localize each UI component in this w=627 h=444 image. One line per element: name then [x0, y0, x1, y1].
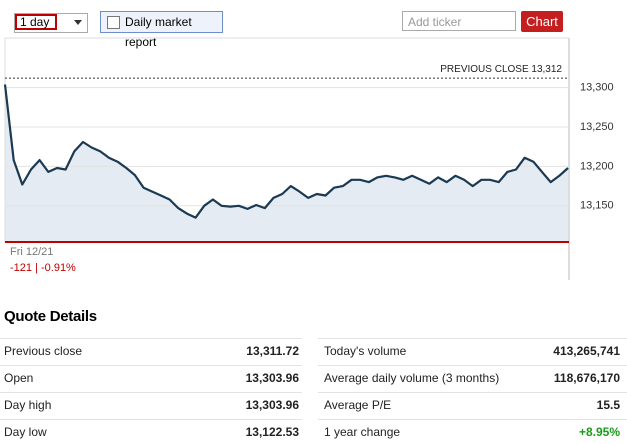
row-label: Average P/E	[324, 398, 392, 412]
change-label: -121 | -0.91%	[10, 262, 76, 274]
row-label: Day low	[4, 425, 47, 439]
y-tick-label: 13,200	[580, 160, 614, 172]
section-title: Quote Details	[4, 308, 97, 325]
y-tick-label: 13,250	[580, 121, 614, 133]
ticker-input[interactable]: Add ticker	[402, 11, 516, 31]
row-separator	[318, 392, 627, 393]
row-label: 1 year change	[324, 425, 401, 439]
y-tick-label: 13,150	[580, 200, 614, 212]
row-separator	[0, 419, 302, 420]
range-text: 1 day	[15, 14, 57, 30]
dropdown-arrow	[74, 20, 82, 25]
row-label: Previous close	[4, 344, 83, 358]
row-separator	[0, 338, 302, 339]
row-value: 13,311.72	[246, 344, 299, 358]
range-select[interactable]: 1 day	[14, 13, 88, 33]
row-separator	[318, 365, 627, 366]
chart-button[interactable]: Chart	[521, 11, 563, 32]
area	[5, 84, 568, 242]
row-value: +8.95%	[578, 425, 620, 439]
row-value: 15.5	[596, 398, 620, 412]
checkbox-box	[107, 16, 120, 29]
row-value: 13,303.96	[245, 371, 299, 385]
row-value: 13,303.96	[245, 398, 299, 412]
row-separator	[0, 365, 302, 366]
row-separator	[0, 392, 302, 393]
row-value: 413,265,741	[553, 344, 620, 358]
row-label: Today's volume	[324, 344, 407, 358]
row-value: 13,122.53	[245, 425, 299, 439]
chart: Fri 12/21 -121 | -0.91% 13,150 13,200 13,2…	[3, 37, 614, 280]
y-tick-label: 13,300	[580, 82, 614, 94]
row-separator	[318, 419, 627, 420]
price-line	[3, 84, 569, 219]
row-separator	[318, 338, 627, 339]
row-label: Open	[4, 371, 34, 385]
row-value: 118,676,170	[553, 371, 620, 385]
date-label: Fri 12/21	[10, 246, 53, 258]
row-label: Average daily volume (3 months)	[324, 371, 500, 385]
previous-close-label: PREVIOUS CLOSE 13,312	[440, 64, 562, 75]
row-label: Day high	[4, 398, 52, 412]
